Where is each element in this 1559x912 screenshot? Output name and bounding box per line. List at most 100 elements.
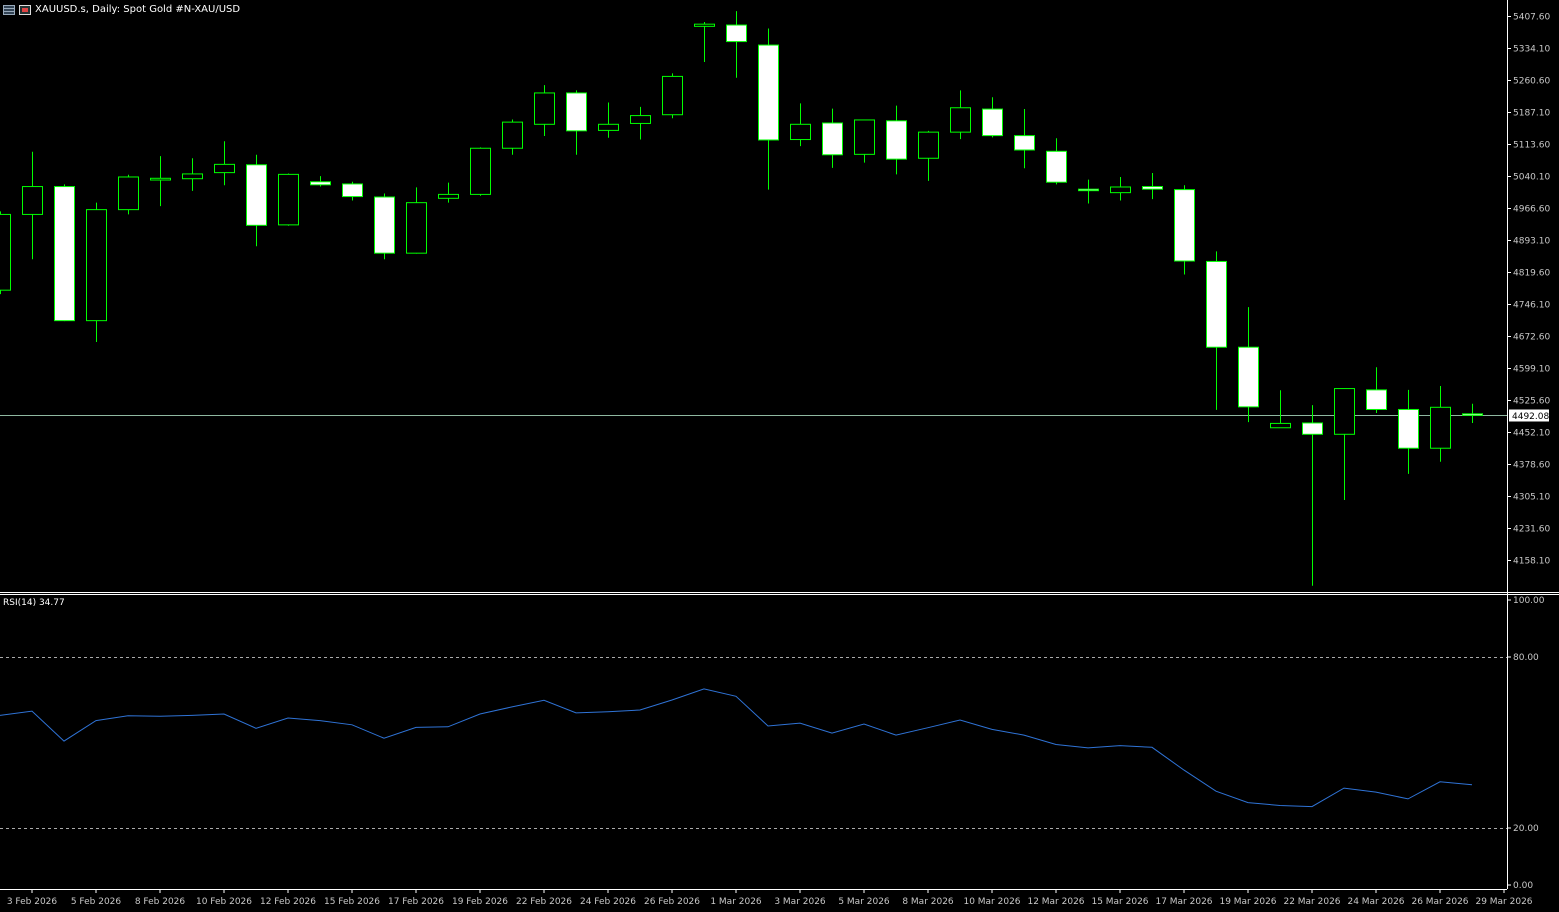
time-tick-label: 24 Mar 2026 <box>1347 897 1404 907</box>
candle-body <box>1270 422 1291 429</box>
price-tick-label: 4452.10 <box>1513 429 1550 439</box>
symbol-description: Spot Gold #N-XAU/USD <box>123 4 241 15</box>
candle-body <box>1302 422 1323 435</box>
time-tick-label: 26 Mar 2026 <box>1411 897 1468 907</box>
time-tick-label: 10 Feb 2026 <box>196 897 252 907</box>
price-tick-label: 5040.10 <box>1513 173 1550 183</box>
price-tick-label: 4819.60 <box>1513 269 1550 279</box>
price-axis: 5407.60 5334.10 5260.60 5187.10 5113.60 5040.… <box>0 0 1559 890</box>
price-tick-label: 4378.60 <box>1513 461 1550 471</box>
rsi-line <box>0 688 1473 808</box>
price-tick-label: 5334.10 <box>1513 45 1550 55</box>
rsi-label: RSI(14) 34.77 <box>3 598 65 608</box>
time-axis: 3 Feb 2026 5 Feb 2026 8 Feb 2026 10 Feb 202… <box>7 889 1533 907</box>
candle-body <box>886 120 907 160</box>
candle-body <box>1366 389 1387 410</box>
current-price-label: 4492.08 <box>1512 412 1549 422</box>
time-tick-label: 12 Mar 2026 <box>1027 897 1084 907</box>
price-tick-label: 4746.10 <box>1513 301 1550 311</box>
timeframe-label: Daily: <box>92 4 121 15</box>
time-tick-label: 22 Mar 2026 <box>1283 897 1340 907</box>
price-tick-label: 4231.60 <box>1513 525 1550 535</box>
current-price-tag <box>1509 409 1549 422</box>
candle-body <box>1078 188 1099 192</box>
candle-body <box>1462 413 1483 416</box>
candle-body <box>246 164 267 226</box>
candle-body <box>54 186 75 322</box>
price-tick-label: 4525.60 <box>1513 397 1550 407</box>
price-tick-label: 4672.60 <box>1513 333 1550 343</box>
candle-body <box>982 108 1003 137</box>
time-tick-label: 22 Feb 2026 <box>516 897 572 907</box>
time-tick-label: 10 Mar 2026 <box>963 897 1020 907</box>
candle-body <box>1238 346 1259 408</box>
price-tick-label: 4599.10 <box>1513 365 1550 375</box>
time-tick-label: 1 Mar 2026 <box>710 897 762 907</box>
candle-body <box>854 119 875 155</box>
time-tick-label: 8 Mar 2026 <box>902 897 954 907</box>
candle-body <box>726 24 747 43</box>
candle-body <box>182 173 203 180</box>
rsi-tick-label: 20.00 <box>1513 824 1539 834</box>
price-tick-label: 5113.60 <box>1513 141 1550 151</box>
time-tick-label: 15 Mar 2026 <box>1091 897 1148 907</box>
candle-body <box>918 131 939 159</box>
time-tick-label: 26 Feb 2026 <box>644 897 700 907</box>
time-tick-label: 19 Mar 2026 <box>1219 897 1276 907</box>
symbol-window-icon[interactable] <box>19 5 31 15</box>
chart-title: XAUUSD.s, Daily: Spot Gold #N-XAU/USD <box>35 4 240 15</box>
candlestick-series <box>0 11 1483 586</box>
time-tick-label: 5 Mar 2026 <box>838 897 890 907</box>
candle-body <box>758 44 779 141</box>
candle-body <box>438 193 459 199</box>
time-tick-label: 12 Feb 2026 <box>260 897 316 907</box>
candle-body <box>0 213 11 291</box>
candle-body <box>214 163 235 174</box>
time-tick-label: 3 Feb 2026 <box>7 897 58 907</box>
price-tick-label: 5187.10 <box>1513 109 1550 119</box>
time-tick-label: 19 Feb 2026 <box>452 897 508 907</box>
candle-body <box>1174 189 1195 262</box>
candle-body <box>502 121 523 149</box>
time-tick-label: 3 Mar 2026 <box>774 897 826 907</box>
candle-body <box>470 147 491 195</box>
price-tick-label: 4305.10 <box>1513 493 1550 503</box>
candle-body <box>630 115 651 124</box>
candle-body <box>374 196 395 254</box>
candle-body <box>1430 406 1451 449</box>
rsi-tick-label: 100.00 <box>1513 596 1545 606</box>
candle-body <box>1398 408 1419 449</box>
time-tick-label: 24 Feb 2026 <box>580 897 636 907</box>
rsi-series: 100.00 80.00 20.00 0.00 <box>0 596 1545 891</box>
time-tick-label: 15 Feb 2026 <box>324 897 380 907</box>
symbol-name: XAUUSD.s, <box>35 4 89 15</box>
candle-body <box>1206 260 1227 348</box>
candle-body <box>1014 135 1035 151</box>
candle-body <box>86 209 107 322</box>
candle-body <box>790 123 811 141</box>
candle-body <box>150 177 171 181</box>
candle-body <box>342 183 363 198</box>
price-tick-label: 4893.10 <box>1513 237 1550 247</box>
time-tick-label: 17 Mar 2026 <box>1155 897 1212 907</box>
rsi-tick-label: 80.00 <box>1513 653 1539 663</box>
candle-body <box>278 173 299 226</box>
candle-body <box>1046 150 1067 183</box>
candle-body <box>1334 388 1355 435</box>
candle-body <box>598 123 619 131</box>
time-tick-label: 29 Mar 2026 <box>1475 897 1532 907</box>
price-tick-label: 5260.60 <box>1513 77 1550 87</box>
candle-body <box>566 92 587 132</box>
candle-body <box>310 181 331 186</box>
rsi-tick-label: 0.00 <box>1513 881 1533 891</box>
time-tick-label: 17 Feb 2026 <box>388 897 444 907</box>
candle-body <box>22 186 43 215</box>
price-tick-label: 5407.60 <box>1513 13 1550 23</box>
candle-body <box>534 92 555 125</box>
price-tick-label: 4966.60 <box>1513 205 1550 215</box>
candle-body <box>662 75 683 116</box>
candle-body <box>1142 186 1163 190</box>
candle-body <box>1110 186 1131 194</box>
candle-body <box>950 107 971 133</box>
